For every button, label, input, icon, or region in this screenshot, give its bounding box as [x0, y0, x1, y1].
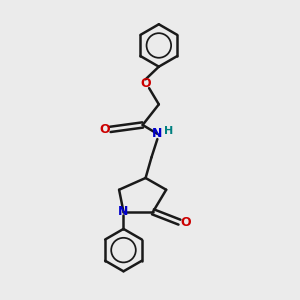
Text: N: N — [152, 127, 163, 140]
Text: O: O — [99, 123, 110, 136]
Text: O: O — [180, 216, 190, 229]
Text: H: H — [164, 126, 173, 136]
Text: N: N — [118, 205, 128, 218]
Text: O: O — [140, 77, 151, 90]
